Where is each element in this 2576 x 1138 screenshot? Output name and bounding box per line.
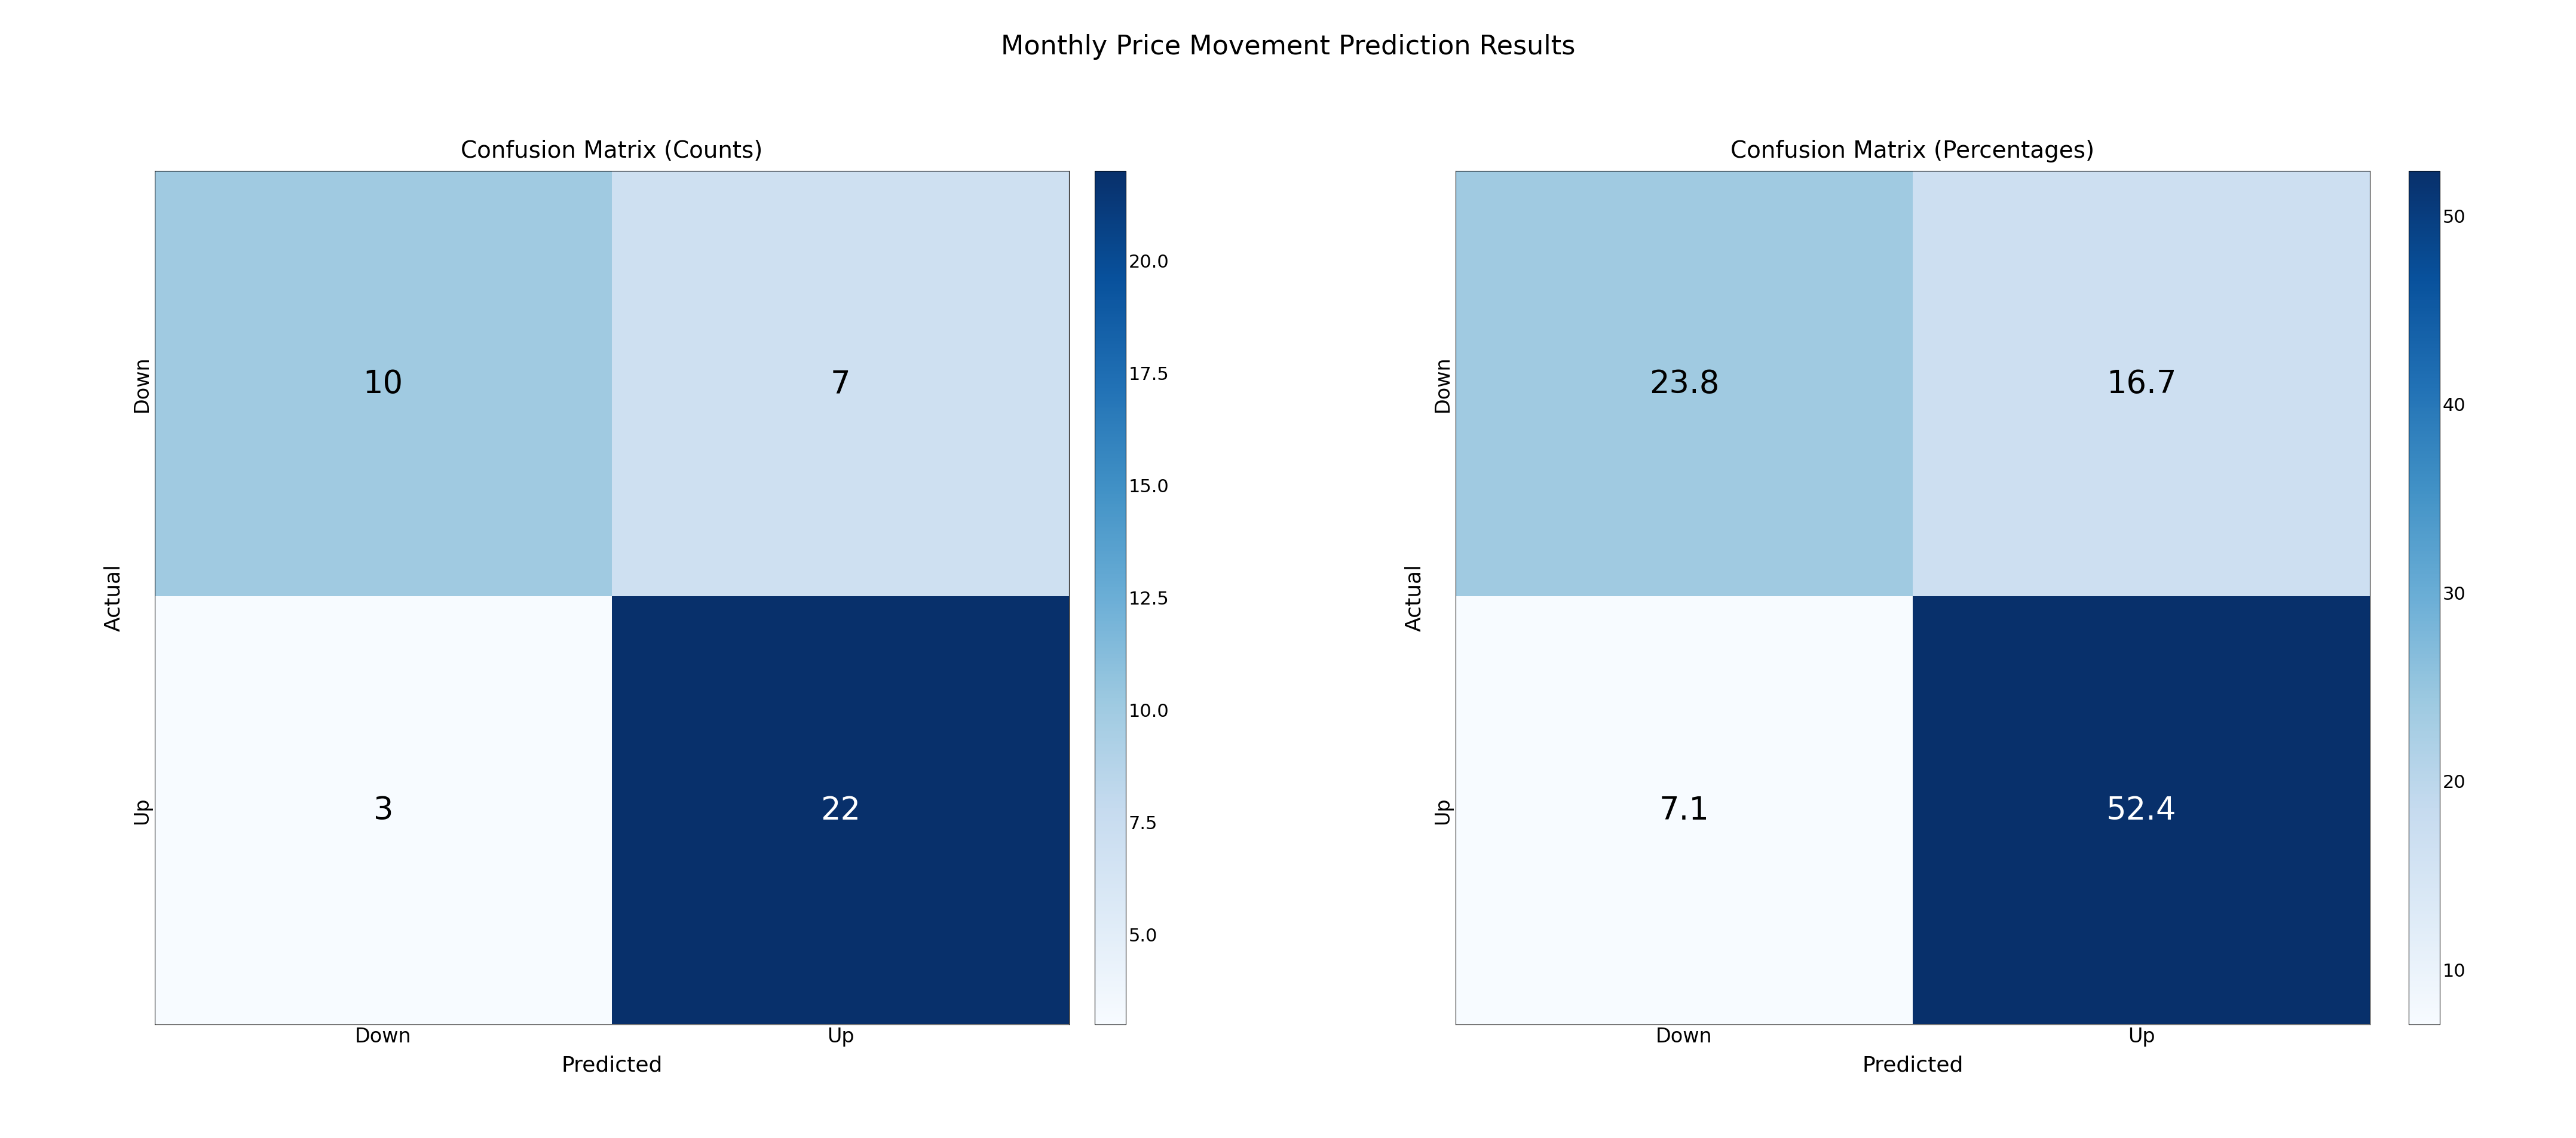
Text: 22: 22 xyxy=(819,795,860,826)
Title: Confusion Matrix (Counts): Confusion Matrix (Counts) xyxy=(461,140,762,163)
X-axis label: Predicted: Predicted xyxy=(1862,1055,1963,1075)
Text: 23.8: 23.8 xyxy=(1649,369,1718,399)
Text: 52.4: 52.4 xyxy=(2107,795,2177,826)
Text: 3: 3 xyxy=(374,795,394,826)
Text: 7: 7 xyxy=(829,369,850,399)
Text: 7.1: 7.1 xyxy=(1659,795,1708,826)
Text: Monthly Price Movement Prediction Results: Monthly Price Movement Prediction Result… xyxy=(999,34,1577,60)
Text: 16.7: 16.7 xyxy=(2107,369,2177,399)
Title: Confusion Matrix (Percentages): Confusion Matrix (Percentages) xyxy=(1731,140,2094,163)
X-axis label: Predicted: Predicted xyxy=(562,1055,662,1075)
Y-axis label: Actual: Actual xyxy=(103,563,124,632)
Y-axis label: Actual: Actual xyxy=(1404,563,1425,632)
Text: 10: 10 xyxy=(363,369,404,399)
